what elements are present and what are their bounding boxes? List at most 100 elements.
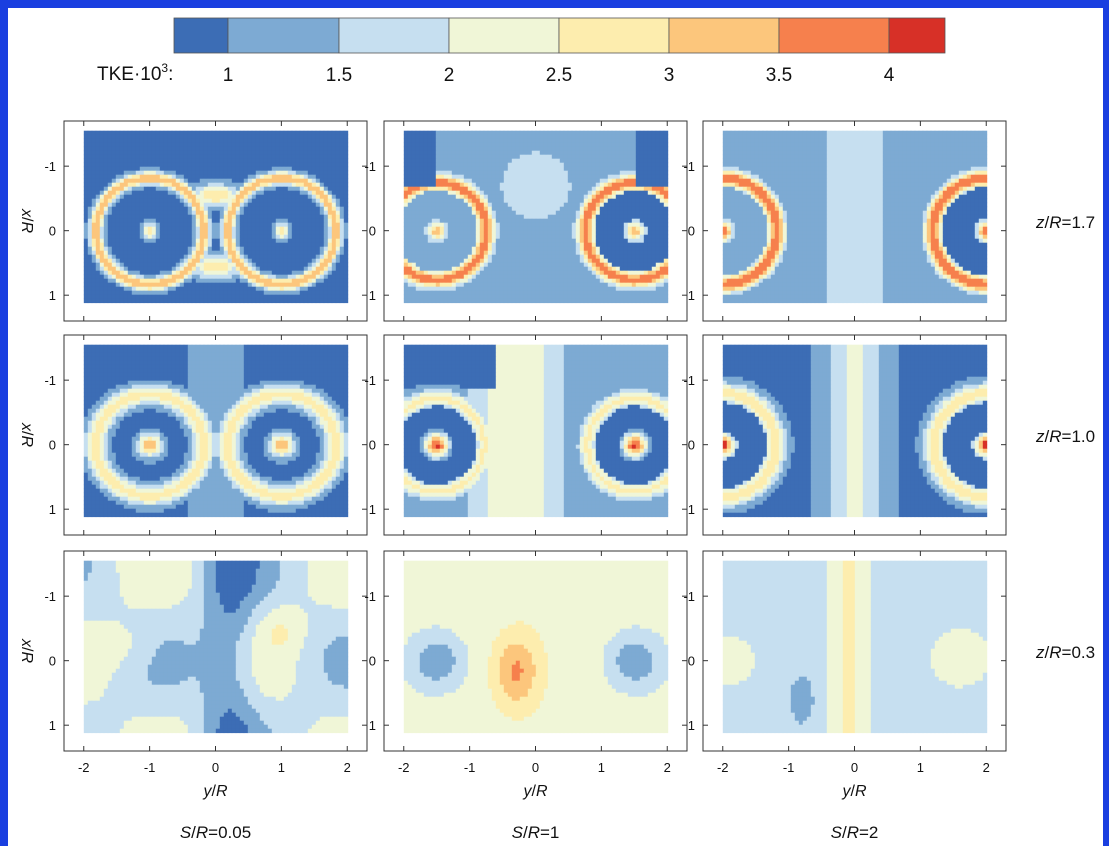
contour-cell bbox=[295, 162, 301, 168]
contour-cell bbox=[279, 154, 285, 160]
contour-cell bbox=[115, 230, 121, 236]
contour-cell bbox=[327, 290, 333, 296]
contour-cell bbox=[415, 186, 421, 192]
contour-cell bbox=[651, 178, 657, 184]
contour-cell bbox=[83, 130, 89, 136]
contour-cell bbox=[459, 166, 465, 172]
contour-cell bbox=[243, 258, 249, 264]
contour-cell bbox=[587, 234, 593, 240]
contour-cell bbox=[211, 262, 217, 268]
contour-cell bbox=[319, 170, 325, 176]
contour-cell bbox=[563, 162, 569, 168]
contour-cell bbox=[503, 210, 509, 216]
contour-cell bbox=[647, 182, 653, 188]
contour-cell bbox=[195, 214, 201, 220]
contour-cell bbox=[131, 166, 137, 172]
contour-cell bbox=[315, 270, 321, 276]
contour-cell bbox=[239, 254, 245, 260]
contour-cell bbox=[147, 254, 153, 260]
contour-cell bbox=[259, 214, 265, 220]
contour-cell bbox=[527, 150, 533, 156]
contour-cell bbox=[215, 234, 221, 240]
contour-cell bbox=[103, 262, 109, 268]
contour-cell bbox=[187, 198, 193, 204]
contour-cell bbox=[431, 178, 437, 184]
contour-cell bbox=[427, 190, 433, 196]
contour-cell bbox=[571, 202, 577, 208]
contour-cell bbox=[343, 218, 349, 224]
contour-cell bbox=[439, 222, 445, 228]
contour-cell bbox=[595, 162, 601, 168]
contour-cell bbox=[599, 210, 605, 216]
contour-cell bbox=[551, 190, 557, 196]
contour-cell bbox=[195, 138, 201, 144]
contour-cell bbox=[111, 134, 117, 140]
contour-cell bbox=[83, 134, 89, 140]
contour-cell bbox=[159, 158, 165, 164]
contour-cell bbox=[207, 258, 213, 264]
contour-cell bbox=[211, 146, 217, 152]
contour-cell bbox=[423, 242, 429, 248]
contour-cell bbox=[659, 254, 665, 260]
contour-cell bbox=[287, 198, 293, 204]
contour-cell bbox=[559, 254, 565, 260]
contour-cell bbox=[259, 190, 265, 196]
contour-cell bbox=[207, 190, 213, 196]
contour-cell bbox=[595, 214, 601, 220]
contour-cell bbox=[271, 158, 277, 164]
contour-cell bbox=[431, 142, 437, 148]
contour-cell bbox=[191, 202, 197, 208]
contour-cell bbox=[155, 170, 161, 176]
contour-cell bbox=[191, 130, 197, 136]
contour-cell bbox=[555, 230, 561, 236]
contour-cell bbox=[547, 186, 553, 192]
contour-cell bbox=[403, 254, 409, 260]
contour-cell bbox=[415, 134, 421, 140]
contour-cell bbox=[543, 174, 549, 180]
contour-cell bbox=[639, 142, 645, 148]
contour-cell bbox=[211, 286, 217, 292]
contour-cell bbox=[91, 178, 97, 184]
contour-cell bbox=[591, 154, 597, 160]
contour-cell bbox=[619, 214, 625, 220]
contour-cell bbox=[515, 158, 521, 164]
contour-cell bbox=[523, 242, 529, 248]
contour-cell bbox=[111, 234, 117, 240]
contour-cell bbox=[119, 266, 125, 272]
contour-cell bbox=[307, 210, 313, 216]
contour-cell bbox=[111, 258, 117, 264]
contour-cell bbox=[147, 222, 153, 228]
contour-cell bbox=[151, 238, 157, 244]
contour-cell bbox=[147, 150, 153, 156]
contour-cell bbox=[647, 230, 653, 236]
contour-cell bbox=[543, 238, 549, 244]
contour-cell bbox=[295, 262, 301, 268]
colorbar-segment bbox=[558, 17, 670, 54]
contour-cell bbox=[103, 290, 109, 296]
contour-cell bbox=[295, 166, 301, 172]
contour-cell bbox=[459, 142, 465, 148]
contour-cell bbox=[211, 142, 217, 148]
contour-cell bbox=[483, 238, 489, 244]
contour-cell bbox=[343, 134, 349, 140]
contour-cell bbox=[567, 150, 573, 156]
contour-cell bbox=[607, 134, 613, 140]
contour-cell bbox=[303, 298, 309, 304]
contour-cell bbox=[315, 194, 321, 200]
contour-cell bbox=[643, 174, 649, 180]
contour-cell bbox=[499, 246, 505, 252]
contour-cell bbox=[475, 154, 481, 160]
contour-cell bbox=[187, 154, 193, 160]
contour-cell bbox=[271, 130, 277, 136]
contour-cell bbox=[615, 182, 621, 188]
contour-cell bbox=[115, 218, 121, 224]
contour-cell bbox=[191, 138, 197, 144]
contour-cell bbox=[143, 142, 149, 148]
contour-cell bbox=[559, 194, 565, 200]
contour-cell bbox=[243, 186, 249, 192]
contour-cell bbox=[579, 134, 585, 140]
contour-cell bbox=[183, 182, 189, 188]
contour-cell bbox=[591, 134, 597, 140]
contour-cell bbox=[215, 210, 221, 216]
contour-cell bbox=[323, 294, 329, 300]
